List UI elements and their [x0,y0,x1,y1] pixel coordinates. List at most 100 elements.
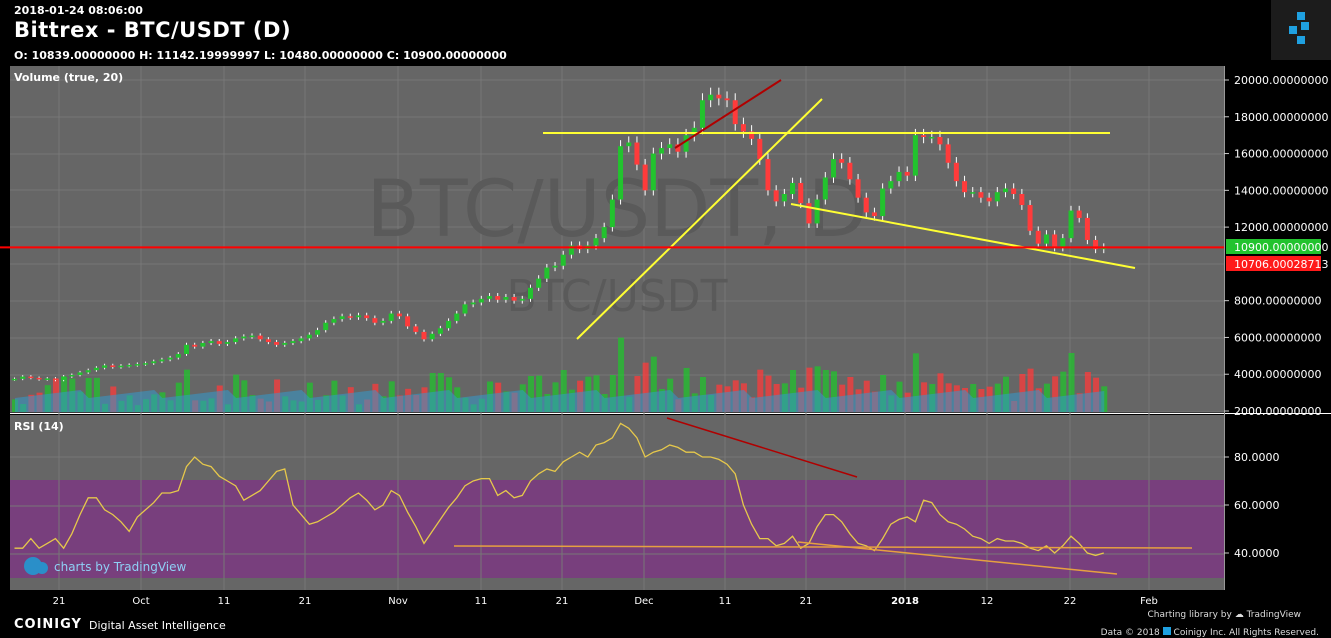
volume-label: Volume (true, 20) [14,71,123,84]
candle-body [888,181,894,189]
candle-body [93,367,99,371]
price-axis: 20000.00000000 18000.00000000 16000.000000… [1224,74,1328,418]
time-tick-label: 11 [475,596,488,607]
candle-body [44,378,50,380]
candle-body [1019,194,1025,206]
volume-bar [912,353,919,412]
volume-bar [1068,353,1075,412]
volume-bar [233,374,240,412]
candle-body [331,319,337,323]
candle-body [978,192,984,198]
marker-price-value: 10706.00028713 [1234,258,1328,271]
candles [12,87,1107,382]
copyright-text: Coinigy Inc. All Rights Reserved. [1173,628,1319,638]
candle-body [650,153,656,191]
candle-body [126,365,132,367]
candle-body [470,302,476,305]
support-trendline[interactable] [576,98,823,340]
candle-body [863,197,869,213]
volume-bar [699,377,706,412]
candle-body [904,171,910,176]
candle-body [716,94,722,99]
candle-body [298,338,304,342]
candle-body [921,135,927,138]
price-panel[interactable] [10,66,1224,412]
tradingview-badge[interactable]: charts by TradingView [24,557,186,575]
volume-bar [1043,383,1050,412]
candle-body [757,138,763,160]
candle-body [765,159,771,191]
chart-title: Bittrex - BTC/USDT (D) [14,18,292,42]
rsi-tick-label: 40.0000 [1234,547,1280,560]
candle-body [601,227,607,239]
candle-body [257,335,263,340]
time-axis: 21 Oct 11 21 Nov 11 21 Dec 11 21 2018 12 22 Feb [53,596,1158,607]
candle-body [478,298,484,303]
candle-body [1002,188,1008,193]
rsi-axis: 80.0000 60.0000 40.0000 [1224,451,1280,560]
candle-body [814,199,820,224]
volume-bar [527,376,534,412]
tradingview-cloud-icon: ☁ [1234,610,1244,620]
candle-body [871,212,877,217]
candle-body [151,361,157,364]
volume-bar [306,382,313,412]
candle-body [1052,234,1058,248]
time-tick-label: 21 [53,596,66,607]
footer-brand[interactable]: COINIGY [14,617,82,632]
coinigy-logo-icon[interactable] [1271,0,1331,60]
candle-body [364,315,370,319]
volume-bar [831,371,837,412]
volume-bar [618,337,625,412]
volume-bar [1060,371,1067,412]
candle-body [691,127,697,136]
candle-body [503,296,509,300]
descending-support-line[interactable] [790,203,1136,269]
tradingview-link[interactable]: TradingView [1246,610,1301,620]
watermark-small: BTC/USDT [507,271,728,322]
volume-bar [93,377,100,412]
candle-body [519,298,525,301]
candle-body [667,144,673,149]
candle-body [912,135,918,176]
candle-body [953,162,959,182]
candle-body [880,188,886,217]
candle-body [241,336,247,339]
footer-charting-library[interactable]: Charting library by ☁ TradingView [1147,610,1301,620]
rsi-divergence-line[interactable] [666,417,858,478]
candle-body [1011,188,1017,195]
candle-body [511,296,517,301]
candle-body [634,142,640,165]
volume-bar [241,380,248,412]
candle-body [167,357,173,360]
upper-channel-line[interactable] [674,79,782,149]
candle-body [790,182,796,195]
candle-body [568,245,574,255]
time-tick-label: Oct [132,596,149,607]
rsi-band [10,480,1224,578]
rsi-descending-line[interactable] [797,541,1118,575]
candle-body [462,304,468,314]
candle-body [724,98,730,101]
candle-body [413,326,419,332]
volume-bar [814,366,821,412]
volume-bar [683,368,690,412]
time-tick-label: 22 [1064,596,1077,607]
candle-body [642,164,648,191]
candle-body [773,190,779,202]
volume-bar [757,369,764,412]
time-tick-label: Feb [1140,596,1158,607]
time-tick-label: Nov [388,596,408,607]
price-tick-label: 16000.00000000 [1234,148,1328,161]
candle-body [527,287,533,299]
volume-bar [806,367,813,412]
data-year: Data © 2018 [1100,628,1160,638]
candle-body [405,316,411,327]
candle-body [552,265,558,268]
last-price-value: 10900.00000000 [1234,241,1328,254]
candle-body [159,359,165,362]
rsi-horizontal-support[interactable] [453,545,1193,549]
candle-body [421,331,427,340]
candle-body [1043,234,1049,244]
